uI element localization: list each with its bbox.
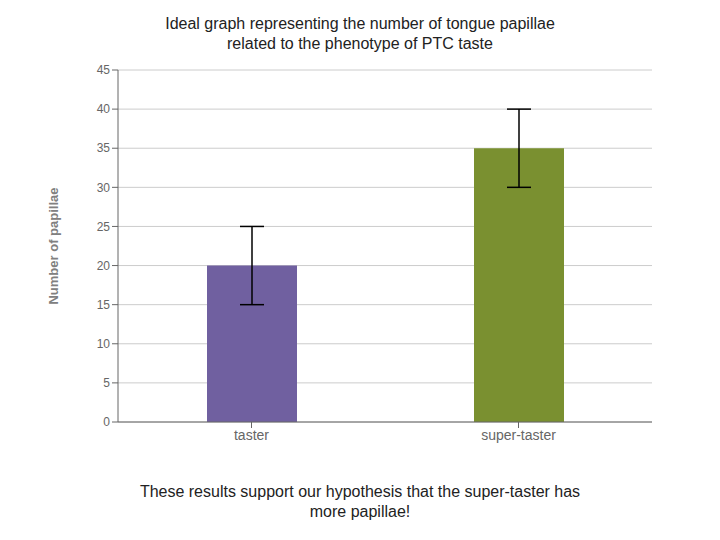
- svg-text:45: 45: [97, 63, 111, 77]
- svg-text:Number of papillae: Number of papillae: [46, 187, 61, 304]
- svg-text:25: 25: [97, 220, 111, 234]
- svg-text:40: 40: [97, 102, 111, 116]
- svg-text:super-taster: super-taster: [481, 427, 556, 443]
- svg-text:0: 0: [103, 415, 110, 429]
- svg-text:15: 15: [97, 298, 111, 312]
- html-text:These results support our hypo: These results support our hypothesis tha…: [139, 483, 581, 520]
- svg-text:20: 20: [97, 259, 111, 273]
- svg-text:5: 5: [103, 376, 110, 390]
- svg-text:35: 35: [97, 141, 111, 155]
- svg-text:30: 30: [97, 181, 111, 195]
- svg-text:10: 10: [97, 337, 111, 351]
- html-text:Ideal graph representing the n: Ideal graph representing the number of t…: [165, 15, 555, 52]
- svg-text:taster: taster: [234, 427, 269, 443]
